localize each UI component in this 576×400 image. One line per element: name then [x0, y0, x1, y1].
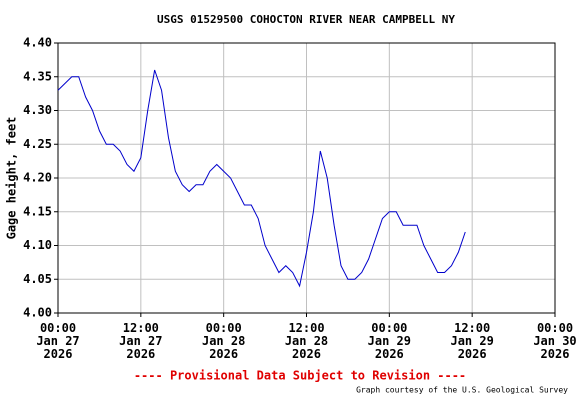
x-tick-label: 00:00 Jan 29 2026: [367, 321, 411, 361]
x-tick-label: 12:00 Jan 29 2026: [450, 321, 494, 361]
y-tick-label: 4.30: [23, 103, 52, 117]
y-tick-label: 4.05: [23, 272, 52, 286]
y-tick-label: 4.15: [23, 204, 52, 218]
data-line: [57, 69, 466, 288]
x-tick-label: 12:00 Jan 28 2026: [284, 321, 329, 361]
credit: Graph courtesy of the U.S. Geological Su…: [356, 386, 568, 395]
x-tick-label: 00:00 Jan 28 2026: [201, 321, 246, 361]
x-tick-label: 12:00 Jan 27 2026: [119, 321, 163, 361]
x-tick-label: 00:00 Jan 27 2026: [36, 321, 80, 361]
plot-frame: [57, 42, 556, 314]
y-tick-label: 4.20: [23, 171, 52, 185]
y-axis-label: Gage height, feet: [5, 117, 19, 240]
y-tick-label: 4.00: [23, 306, 52, 320]
chart-title: USGS 01529500 COHOCTON RIVER NEAR CAMPBE…: [157, 13, 455, 26]
y-tick-label: 4.40: [23, 36, 52, 50]
provisional-note: ---- Provisional Data Subject to Revisio…: [134, 369, 466, 383]
y-tick-label: 4.25: [23, 137, 52, 151]
y-tick-label: 4.10: [23, 238, 52, 252]
x-tick-label: 00:00 Jan 30 2026: [533, 321, 576, 361]
y-tick-label: 4.35: [23, 69, 52, 83]
